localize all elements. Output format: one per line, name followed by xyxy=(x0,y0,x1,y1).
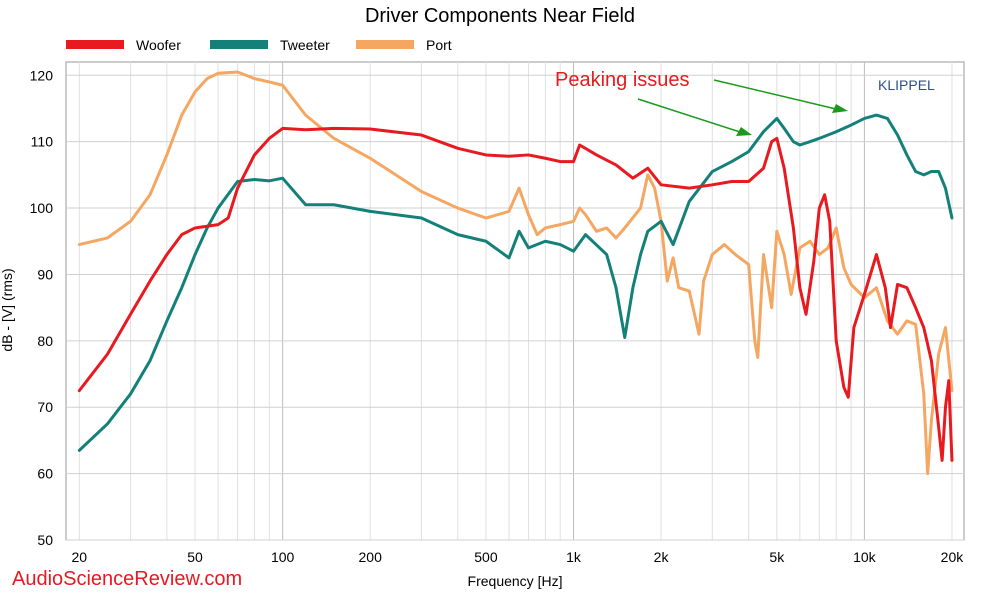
legend: Woofer Tweeter Port xyxy=(66,37,452,53)
x-tick-label: 5k xyxy=(769,549,785,565)
y-tick-label: 60 xyxy=(37,466,53,482)
y-axis-ticks: 50 60 70 80 90 100 110 120 xyxy=(30,67,54,548)
y-tick-label: 100 xyxy=(30,200,54,216)
x-tick-label: 1k xyxy=(566,549,582,565)
x-tick-label: 20k xyxy=(941,549,965,565)
x-tick-label: 500 xyxy=(474,549,498,565)
y-tick-label: 110 xyxy=(31,134,54,150)
x-tick-label: 100 xyxy=(271,549,295,565)
arrow-head-10k xyxy=(832,104,848,113)
klippel-label: KLIPPEL xyxy=(878,77,935,93)
arrow-line-to-5k-peak xyxy=(637,98,741,133)
annotation-arrows xyxy=(637,79,848,136)
y-tick-label: 80 xyxy=(37,333,53,349)
arrow-line-to-10k-peak xyxy=(713,79,837,110)
series-line-woofer xyxy=(77,126,954,462)
legend-swatch-port xyxy=(356,40,414,49)
x-axis-label: Frequency [Hz] xyxy=(468,573,563,589)
series-line-port xyxy=(77,70,954,476)
arrow-head-5k xyxy=(736,127,752,136)
x-tick-label: 200 xyxy=(359,549,383,565)
legend-label-port: Port xyxy=(426,37,452,53)
legend-label-tweeter: Tweeter xyxy=(280,37,330,53)
series-line-tweeter xyxy=(77,113,954,452)
y-tick-label: 50 xyxy=(37,532,53,548)
y-tick-label: 90 xyxy=(37,266,53,282)
annotation-peaking-issues: Peaking issues xyxy=(555,69,690,91)
x-tick-label: 20 xyxy=(72,549,88,565)
watermark: AudioScienceReview.com xyxy=(12,568,242,590)
x-tick-label: 10k xyxy=(853,549,877,565)
x-axis-ticks: 20 50 100 200 500 1k 2k 5k 10k 20k xyxy=(72,549,965,565)
x-tick-label: 50 xyxy=(187,549,203,565)
y-axis-label: dB - [V] (rms) xyxy=(0,268,15,351)
series-layer xyxy=(77,70,954,476)
legend-swatch-woofer xyxy=(66,40,124,49)
y-tick-label: 120 xyxy=(30,67,54,83)
grid xyxy=(66,62,964,541)
legend-label-woofer: Woofer xyxy=(136,37,181,53)
x-tick-label: 2k xyxy=(654,549,670,565)
chart-title: Driver Components Near Field xyxy=(365,5,635,27)
y-tick-label: 70 xyxy=(37,399,53,415)
legend-swatch-tweeter xyxy=(210,40,268,49)
